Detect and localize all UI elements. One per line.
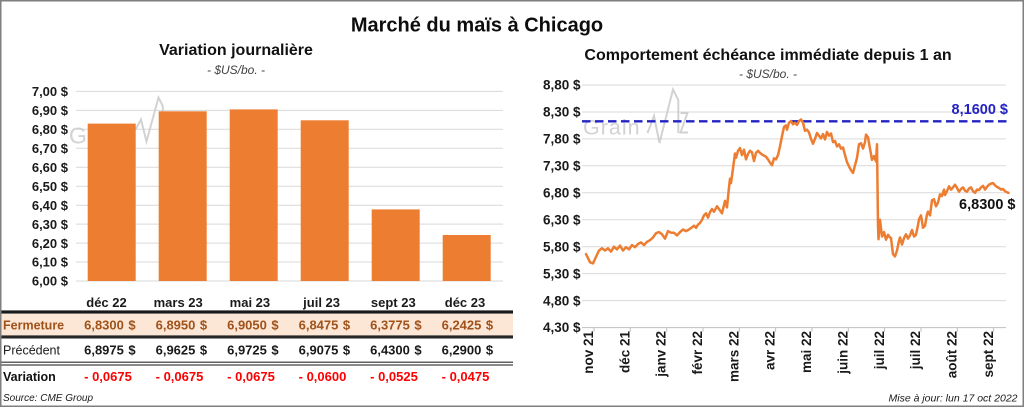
svg-text:sept 23: sept 23: [371, 295, 416, 310]
svg-text:4,30 $: 4,30 $: [543, 320, 581, 335]
svg-text:$: $: [414, 343, 422, 358]
svg-text:6,40 $: 6,40 $: [32, 198, 69, 213]
svg-text:5,30 $: 5,30 $: [543, 266, 581, 281]
svg-text:6,20 $: 6,20 $: [32, 236, 69, 251]
svg-text:déc 23: déc 23: [445, 295, 485, 310]
svg-text:6,8300 $: 6,8300 $: [959, 197, 1015, 213]
svg-text:Grain: Grain: [583, 116, 641, 140]
svg-text:- 0,0675: - 0,0675: [156, 369, 204, 384]
svg-text:5,80 $: 5,80 $: [543, 239, 581, 254]
svg-text:nov 21: nov 21: [581, 331, 596, 374]
svg-text:8,30 $: 8,30 $: [543, 105, 581, 120]
svg-text:7,80 $: 7,80 $: [543, 132, 581, 147]
svg-text:Fermeture: Fermeture: [3, 318, 64, 332]
svg-text:8,80 $: 8,80 $: [543, 78, 581, 93]
svg-text:6,8300: 6,8300: [84, 317, 124, 332]
svg-text:- 0,0675: - 0,0675: [227, 369, 275, 384]
svg-text:févr 22: févr 22: [690, 331, 705, 375]
svg-text:4,80 $: 4,80 $: [543, 293, 581, 308]
svg-text:mai 22: mai 22: [799, 331, 814, 373]
svg-text:$: $: [200, 343, 208, 358]
svg-text:janv 22: janv 22: [654, 331, 669, 378]
svg-text:sept 22: sept 22: [981, 331, 996, 378]
svg-text:- 0,0675: - 0,0675: [84, 369, 132, 384]
svg-text:$: $: [343, 317, 351, 332]
svg-text:6,30 $: 6,30 $: [32, 217, 69, 232]
svg-text:mai 23: mai 23: [230, 295, 270, 310]
svg-text:6,9050: 6,9050: [227, 317, 267, 332]
svg-text:6,2900: 6,2900: [442, 343, 482, 358]
svg-text:déc 21: déc 21: [617, 331, 632, 374]
svg-text:6,8950: 6,8950: [156, 317, 196, 332]
svg-text:$: $: [271, 317, 279, 332]
svg-text:juin 22: juin 22: [836, 331, 851, 375]
svg-text:Variation: Variation: [3, 370, 56, 384]
svg-text:6,3775: 6,3775: [370, 317, 410, 332]
svg-text:mars 22: mars 22: [726, 331, 741, 382]
svg-text:Précédent: Précédent: [3, 344, 61, 358]
svg-text:7,30 $: 7,30 $: [543, 159, 581, 174]
svg-text:- $US/bo. -: - $US/bo. -: [739, 67, 797, 81]
svg-text:$: $: [486, 343, 494, 358]
svg-text:6,9625: 6,9625: [156, 343, 196, 358]
svg-text:6,8975: 6,8975: [84, 343, 124, 358]
svg-text:$: $: [200, 317, 208, 332]
svg-text:$: $: [414, 317, 422, 332]
svg-text:6,80 $: 6,80 $: [543, 186, 581, 201]
svg-text:- $US/bo. -: - $US/bo. -: [207, 63, 265, 77]
svg-text:$: $: [271, 343, 279, 358]
svg-text:$: $: [343, 343, 351, 358]
svg-text:Variation journalière: Variation journalière: [159, 42, 313, 59]
svg-text:Marché du maïs à Chicago: Marché du maïs à Chicago: [351, 15, 603, 37]
svg-text:juil 22: juil 22: [872, 331, 887, 370]
svg-text:6,10 $: 6,10 $: [32, 255, 69, 270]
svg-text:8,1600 $: 8,1600 $: [952, 102, 1008, 118]
svg-text:$: $: [128, 343, 136, 358]
svg-text:mars 23: mars 23: [154, 295, 203, 310]
svg-text:6,70 $: 6,70 $: [32, 141, 69, 156]
svg-text:$: $: [128, 317, 136, 332]
svg-text:juil 23: juil 23: [302, 295, 340, 310]
svg-text:6,2425: 6,2425: [442, 317, 482, 332]
svg-text:6,9075: 6,9075: [299, 343, 339, 358]
svg-text:- 0,0600: - 0,0600: [299, 369, 347, 384]
svg-text:6,9725: 6,9725: [227, 343, 267, 358]
svg-text:6,50 $: 6,50 $: [32, 179, 69, 194]
svg-text:6,30 $: 6,30 $: [543, 212, 581, 227]
svg-text:avr 22: avr 22: [763, 331, 778, 370]
svg-text:Comportement échéance immédi: Comportement échéance immédiate depuis 1…: [584, 47, 951, 64]
svg-text:déc 22: déc 22: [86, 295, 126, 310]
svg-text:6,60 $: 6,60 $: [32, 160, 69, 175]
svg-text:6,8475: 6,8475: [299, 317, 339, 332]
svg-text:6,00 $: 6,00 $: [32, 274, 69, 289]
svg-text:Mise à jour: lun 17 oct 2022: Mise à jour: lun 17 oct 2022: [889, 393, 1018, 405]
svg-text:- 0,0525: - 0,0525: [370, 369, 418, 384]
svg-text:août 22: août 22: [945, 331, 960, 378]
svg-text:6,90 $: 6,90 $: [32, 103, 69, 118]
svg-text:6,4300: 6,4300: [370, 343, 410, 358]
svg-text:$: $: [486, 317, 494, 332]
svg-text:6,80 $: 6,80 $: [32, 122, 69, 137]
svg-text:Source: CME Group: Source: CME Group: [3, 393, 93, 404]
svg-text:juil 22: juil 22: [908, 331, 923, 370]
svg-text:- 0,0475: - 0,0475: [442, 369, 490, 384]
svg-text:7,00 $: 7,00 $: [32, 84, 69, 99]
